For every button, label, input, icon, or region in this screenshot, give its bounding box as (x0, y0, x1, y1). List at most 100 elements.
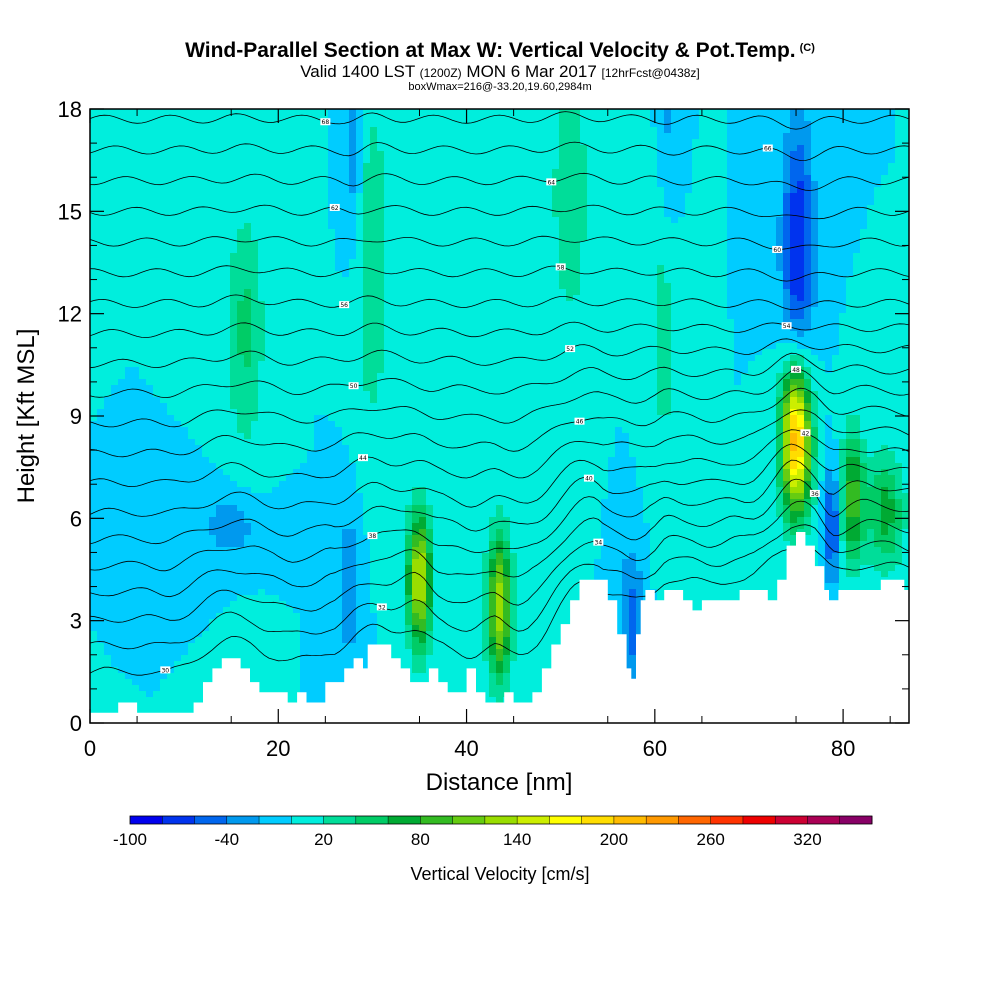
velocity-cell (146, 409, 154, 416)
velocity-cell (258, 415, 266, 422)
velocity-cell (160, 703, 168, 710)
velocity-cell (223, 529, 231, 536)
velocity-cell (160, 109, 168, 116)
velocity-cell (279, 487, 287, 494)
velocity-cell (111, 463, 119, 470)
velocity-cell (125, 349, 133, 356)
velocity-cell (307, 223, 315, 230)
velocity-cell (335, 181, 343, 188)
velocity-cell (293, 307, 301, 314)
velocity-cell (160, 241, 168, 248)
velocity-cell (244, 151, 252, 158)
velocity-cell (398, 637, 406, 644)
velocity-cell (125, 217, 133, 224)
velocity-cell (335, 631, 343, 638)
velocity-cell (195, 451, 203, 458)
velocity-cell (167, 145, 175, 152)
velocity-cell (244, 181, 252, 188)
velocity-cell (314, 613, 322, 620)
velocity-cell (258, 547, 266, 554)
velocity-cell (300, 361, 308, 368)
velocity-cell (279, 475, 287, 482)
velocity-cell (328, 637, 336, 644)
velocity-cell (237, 271, 245, 278)
velocity-cell (153, 679, 161, 686)
velocity-cell (251, 433, 259, 440)
velocity-cell (419, 439, 427, 446)
velocity-cell (160, 601, 168, 608)
velocity-cell (335, 397, 343, 404)
velocity-cell (328, 433, 336, 440)
velocity-cell (202, 397, 210, 404)
velocity-cell (160, 481, 168, 488)
velocity-cell (251, 625, 259, 632)
velocity-cell (384, 451, 392, 458)
velocity-cell (146, 451, 154, 458)
velocity-cell (307, 697, 315, 704)
velocity-cell (370, 493, 378, 500)
velocity-cell (384, 565, 392, 572)
velocity-cell (419, 319, 427, 326)
velocity-cell (202, 367, 210, 374)
velocity-cell (321, 169, 329, 176)
velocity-cell (307, 373, 315, 380)
velocity-cell (370, 223, 378, 230)
velocity-cell (293, 331, 301, 338)
velocity-cell (125, 505, 133, 512)
velocity-cell (391, 601, 399, 608)
velocity-cell (293, 685, 301, 692)
velocity-cell (391, 553, 399, 560)
velocity-cell (419, 325, 427, 332)
velocity-cell (258, 505, 266, 512)
velocity-cell (97, 535, 105, 542)
velocity-cell (286, 571, 294, 578)
velocity-cell (419, 451, 427, 458)
velocity-cell (279, 601, 287, 608)
velocity-cell (370, 169, 378, 176)
velocity-cell (377, 133, 385, 140)
velocity-cell (125, 535, 133, 542)
velocity-cell (230, 631, 238, 638)
velocity-cell (342, 553, 350, 560)
velocity-cell (293, 235, 301, 242)
velocity-cell (209, 373, 217, 380)
velocity-cell (405, 553, 413, 560)
velocity-cell (167, 475, 175, 482)
velocity-cell (258, 241, 266, 248)
velocity-cell (265, 583, 273, 590)
velocity-cell (237, 589, 245, 596)
velocity-cell (251, 553, 259, 560)
velocity-cell (132, 673, 140, 680)
velocity-cell (216, 637, 224, 644)
velocity-cell (314, 235, 322, 242)
velocity-cell (216, 505, 224, 512)
velocity-cell (342, 571, 350, 578)
velocity-cell (153, 217, 161, 224)
velocity-cell (279, 217, 287, 224)
velocity-cell (251, 511, 259, 518)
velocity-cell (293, 697, 301, 704)
velocity-cell (97, 421, 105, 428)
velocity-cell (244, 241, 252, 248)
velocity-cell (174, 679, 182, 686)
velocity-cell (293, 277, 301, 284)
velocity-cell (216, 253, 224, 260)
velocity-cell (90, 355, 98, 362)
velocity-cell (146, 133, 154, 140)
velocity-cell (230, 475, 238, 482)
velocity-cell (349, 235, 357, 242)
velocity-cell (419, 367, 427, 374)
velocity-cell (118, 481, 126, 488)
velocity-cell (293, 217, 301, 224)
velocity-cell (118, 679, 126, 686)
velocity-cell (146, 505, 154, 512)
velocity-cell (167, 469, 175, 476)
velocity-cell (314, 139, 322, 146)
velocity-cell (426, 223, 434, 230)
velocity-cell (97, 163, 105, 170)
velocity-cell (398, 505, 406, 512)
velocity-cell (258, 223, 266, 230)
velocity-cell (426, 133, 434, 140)
velocity-cell (146, 553, 154, 560)
velocity-cell (398, 313, 406, 320)
